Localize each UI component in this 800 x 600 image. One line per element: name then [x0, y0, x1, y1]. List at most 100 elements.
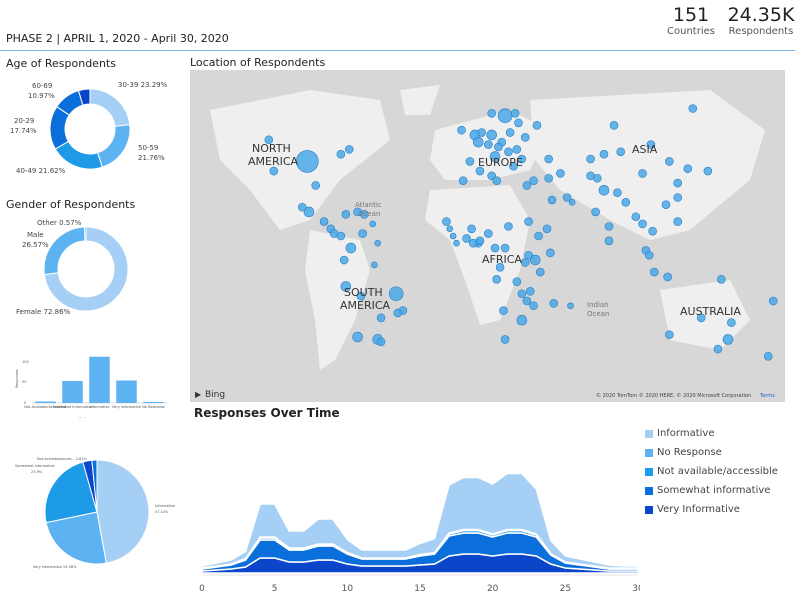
map-bubble-70[interactable] — [648, 226, 657, 236]
map-bubble-96[interactable] — [475, 166, 485, 176]
map-bubble-24[interactable] — [393, 308, 403, 318]
map-bubble-27[interactable] — [352, 331, 363, 343]
legend-item-somewhat[interactable]: Somewhat informative — [645, 481, 778, 500]
map-bubble-75[interactable] — [673, 217, 683, 226]
map-bubble-115[interactable] — [529, 254, 541, 266]
map-bubble-72[interactable] — [644, 250, 654, 260]
map-bubble-8[interactable] — [319, 217, 329, 226]
map-bubble-69[interactable] — [638, 219, 647, 229]
map-bubble-95[interactable] — [458, 176, 468, 185]
map-bubble-43[interactable] — [512, 145, 522, 154]
map-bubble-124[interactable] — [500, 335, 510, 344]
map-bubble-1[interactable] — [269, 166, 279, 176]
map-bubble-84[interactable] — [638, 169, 647, 178]
area-series-informative[interactable] — [201, 472, 639, 569]
map-bubble-42[interactable] — [487, 109, 496, 118]
legend-item-very[interactable]: Very Informative — [645, 500, 778, 519]
map-bubble-126[interactable] — [549, 299, 559, 308]
map-bubble-19[interactable] — [339, 255, 349, 265]
map-bubble-128[interactable] — [546, 248, 555, 258]
location-map[interactable]: NORTH AMERICA EUROPE ASIA AFRICA SOUTH A… — [190, 70, 785, 402]
map-bubble-88[interactable] — [722, 334, 734, 345]
map-bubble-102[interactable] — [449, 232, 457, 240]
map-bubble-50[interactable] — [514, 118, 523, 128]
map-bubble-112[interactable] — [500, 243, 510, 253]
map-bubble-45[interactable] — [520, 133, 530, 142]
map-bubble-120[interactable] — [522, 296, 532, 306]
map-bubble-77[interactable] — [665, 157, 674, 166]
map-bubble-116[interactable] — [524, 250, 533, 260]
slice-very-informative[interactable] — [45, 511, 107, 565]
slice-female[interactable] — [43, 226, 129, 312]
map-bubble-28[interactable] — [376, 337, 386, 347]
slice-informative[interactable] — [96, 459, 150, 564]
map-bubble-76[interactable] — [661, 200, 671, 210]
map-bubble-44[interactable] — [509, 161, 518, 171]
slice-30-39[interactable] — [89, 88, 131, 127]
map-bubble-91[interactable] — [665, 330, 674, 339]
map-bubble-41[interactable] — [510, 109, 520, 118]
map-bubble-99[interactable] — [492, 176, 502, 185]
map-bubble-31[interactable] — [457, 125, 466, 135]
map-bubble-29[interactable] — [371, 261, 378, 269]
map-bubble-74[interactable] — [663, 272, 672, 282]
map-bubble-114[interactable] — [534, 231, 543, 241]
map-bubble-123[interactable] — [516, 314, 528, 326]
map-bubble-7[interactable] — [297, 202, 307, 212]
map-bubble-103[interactable] — [453, 239, 460, 247]
map-bubble-122[interactable] — [529, 301, 538, 311]
map-bubble-110[interactable] — [490, 243, 500, 253]
map-bubble-118[interactable] — [535, 267, 545, 277]
slice-somewhat-informative[interactable] — [44, 461, 98, 524]
map-bubble-46[interactable] — [517, 154, 527, 164]
map-bubble-68[interactable] — [631, 212, 641, 222]
rating-bar-1[interactable] — [62, 381, 83, 403]
map-bubble-94[interactable] — [717, 275, 726, 284]
slice-50-59[interactable] — [97, 124, 131, 168]
map-bubble-117[interactable] — [520, 258, 530, 267]
map-bubble-16[interactable] — [345, 242, 357, 254]
map-bubble-132[interactable] — [504, 222, 513, 231]
legend-item-not-available[interactable]: Not available/accessible — [645, 462, 778, 481]
map-bubble-49[interactable] — [494, 142, 503, 152]
map-bubble-98[interactable] — [522, 181, 532, 190]
map-bubble-93[interactable] — [768, 296, 778, 306]
map-bubble-89[interactable] — [713, 344, 723, 354]
map-bubble-87[interactable] — [696, 313, 706, 323]
map-bubble-12[interactable] — [341, 210, 351, 219]
map-bubble-101[interactable] — [446, 225, 454, 233]
map-bubble-67[interactable] — [604, 236, 614, 246]
map-bubble-18[interactable] — [374, 239, 382, 247]
map-bubble-80[interactable] — [683, 164, 693, 173]
map-bubble-111[interactable] — [495, 262, 505, 272]
map-bubble-73[interactable] — [649, 267, 659, 277]
map-bubble-130[interactable] — [512, 277, 522, 287]
map-bubble-119[interactable] — [517, 289, 527, 299]
slice-40-49[interactable] — [54, 140, 103, 170]
map-bubble-105[interactable] — [467, 224, 476, 234]
rating-bar-2[interactable] — [89, 356, 110, 403]
map-bubble-108[interactable] — [484, 229, 493, 238]
rating-bar-3[interactable] — [116, 380, 137, 404]
map-bubble-47[interactable] — [532, 121, 542, 130]
map-bubble-62[interactable] — [598, 184, 610, 196]
map-bubble-2[interactable] — [311, 181, 321, 190]
map-bubble-5[interactable] — [344, 145, 354, 154]
map-bubble-85[interactable] — [688, 104, 698, 113]
rating-bar-0[interactable] — [35, 401, 56, 404]
map-bubble-21[interactable] — [356, 291, 366, 301]
map-bubble-78[interactable] — [673, 178, 683, 188]
map-bubble-33[interactable] — [472, 136, 484, 148]
map-bubble-66[interactable] — [621, 198, 631, 207]
map-bubble-52[interactable] — [544, 173, 553, 183]
map-bubble-82[interactable] — [646, 140, 656, 149]
map-bubble-100[interactable] — [442, 217, 451, 226]
map-bubble-22[interactable] — [388, 286, 404, 302]
map-bubble-36[interactable] — [486, 129, 497, 141]
map-bubble-25[interactable] — [376, 313, 386, 323]
map-bubble-56[interactable] — [568, 199, 576, 206]
slice-other[interactable] — [83, 226, 87, 242]
map-bubble-32[interactable] — [465, 157, 475, 166]
map-bubble-121[interactable] — [525, 287, 535, 296]
map-bubble-125[interactable] — [499, 306, 508, 315]
